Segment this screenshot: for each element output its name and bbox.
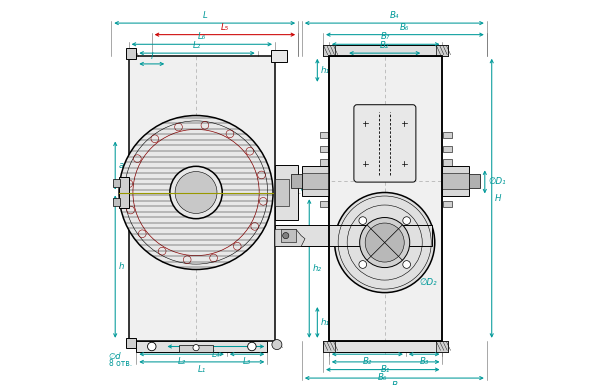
- Bar: [125, 338, 136, 348]
- Circle shape: [248, 342, 256, 351]
- Bar: [443, 187, 452, 193]
- Text: L: L: [202, 11, 207, 20]
- Text: B₂: B₂: [362, 357, 372, 366]
- Text: B₂: B₂: [380, 41, 389, 50]
- Bar: [136, 341, 267, 352]
- Bar: [128, 56, 275, 341]
- Bar: [323, 45, 448, 56]
- Bar: [275, 225, 432, 246]
- Bar: [469, 174, 480, 188]
- Circle shape: [359, 217, 367, 224]
- Bar: [113, 179, 120, 187]
- Bar: [320, 132, 328, 138]
- Circle shape: [359, 218, 410, 268]
- Text: B₃: B₃: [419, 357, 429, 366]
- Bar: [320, 187, 328, 193]
- Text: D: D: [306, 179, 313, 188]
- Text: B₇: B₇: [381, 32, 391, 41]
- Bar: [271, 50, 287, 62]
- Circle shape: [403, 261, 410, 268]
- Text: L₂: L₂: [193, 41, 201, 50]
- Circle shape: [335, 192, 435, 293]
- Bar: [443, 159, 452, 166]
- Bar: [281, 229, 296, 242]
- Text: B₄: B₄: [389, 11, 399, 20]
- Circle shape: [403, 217, 410, 224]
- Bar: [442, 166, 469, 196]
- Bar: [119, 177, 128, 208]
- Bar: [275, 165, 298, 220]
- Bar: [320, 159, 328, 166]
- Text: l: l: [151, 52, 153, 61]
- Bar: [443, 146, 452, 152]
- Bar: [329, 56, 442, 341]
- Text: L₂: L₂: [178, 357, 186, 366]
- Bar: [128, 56, 275, 341]
- Bar: [329, 56, 442, 341]
- Bar: [436, 341, 448, 352]
- Text: ∅D₂: ∅D₂: [399, 252, 437, 287]
- Circle shape: [359, 261, 367, 268]
- Text: B₁: B₁: [381, 365, 391, 374]
- Bar: [442, 173, 469, 189]
- Circle shape: [272, 340, 282, 350]
- Circle shape: [283, 233, 289, 239]
- Text: aᵤ: aᵤ: [119, 161, 128, 170]
- Text: L₃: L₃: [243, 357, 251, 366]
- Bar: [443, 132, 452, 138]
- Circle shape: [175, 172, 217, 213]
- Text: h₂: h₂: [313, 264, 322, 273]
- Text: 8 отв.: 8 отв.: [109, 359, 132, 368]
- Bar: [443, 201, 452, 207]
- Text: L₁: L₁: [198, 365, 206, 374]
- Circle shape: [193, 345, 199, 351]
- Bar: [320, 173, 328, 179]
- Bar: [320, 146, 328, 152]
- Polygon shape: [275, 229, 305, 246]
- Bar: [179, 345, 214, 352]
- FancyBboxPatch shape: [354, 105, 416, 182]
- Text: B: B: [391, 381, 397, 385]
- Bar: [323, 45, 335, 56]
- Bar: [323, 341, 448, 352]
- Text: B₆: B₆: [400, 23, 410, 32]
- Circle shape: [148, 342, 156, 351]
- Bar: [291, 174, 302, 188]
- Bar: [113, 198, 120, 206]
- Text: h₁: h₁: [321, 66, 330, 75]
- Text: h: h: [119, 262, 125, 271]
- Bar: [275, 179, 289, 206]
- Bar: [125, 48, 136, 59]
- Circle shape: [119, 116, 273, 270]
- Text: H: H: [495, 194, 502, 203]
- Text: b: b: [382, 280, 388, 289]
- Text: L₆: L₆: [198, 32, 206, 41]
- Bar: [302, 166, 329, 196]
- Circle shape: [170, 166, 222, 219]
- Text: ∅d: ∅d: [109, 352, 121, 362]
- Text: L₄: L₄: [212, 350, 220, 358]
- Text: B₆: B₆: [378, 373, 388, 382]
- Bar: [329, 56, 442, 341]
- Text: ∅D₁: ∅D₁: [488, 177, 506, 186]
- Text: h₁: h₁: [321, 318, 330, 327]
- Bar: [323, 341, 335, 352]
- Bar: [302, 173, 329, 189]
- Text: L₅: L₅: [221, 23, 229, 32]
- Bar: [320, 201, 328, 207]
- Bar: [443, 173, 452, 179]
- Circle shape: [365, 223, 404, 262]
- Bar: [436, 45, 448, 56]
